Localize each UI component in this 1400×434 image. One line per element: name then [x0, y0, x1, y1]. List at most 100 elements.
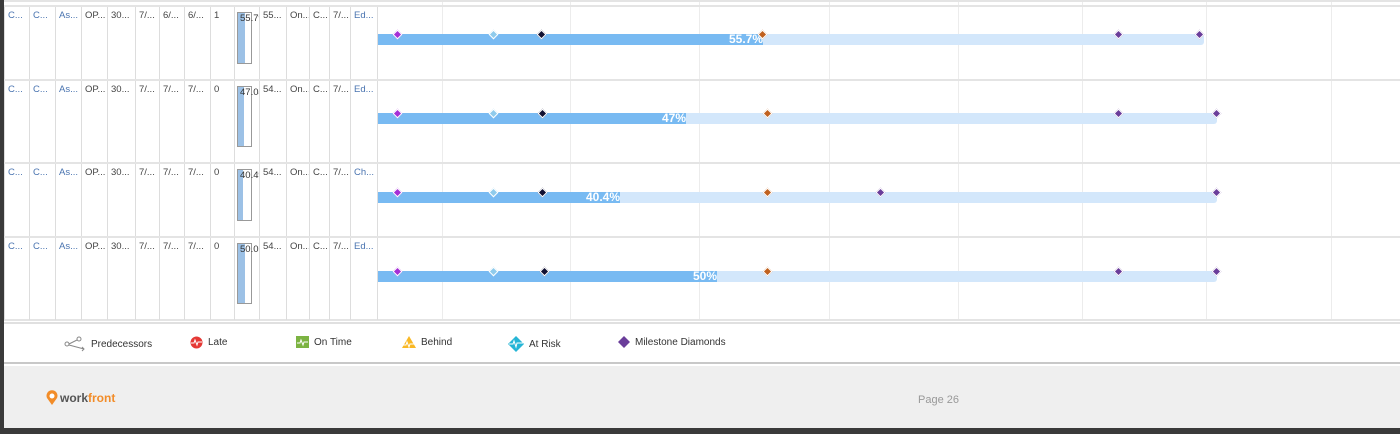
row-divider: [4, 162, 1400, 164]
table-cell: 7/...: [185, 164, 211, 236]
legend-label: On Time: [314, 336, 352, 348]
progress-cell: 50.03%: [235, 238, 260, 320]
legend-label: Predecessors: [91, 338, 153, 350]
at-risk-icon: [508, 336, 524, 352]
row-divider: [4, 236, 1400, 238]
progress-text: 47.04%: [240, 87, 259, 98]
table-cell: OP...: [82, 81, 108, 162]
table-cell[interactable]: C...: [4, 164, 30, 236]
timeline-gridline: [570, 0, 571, 320]
table-cell: 55...: [260, 7, 287, 79]
on-time-icon: [296, 336, 309, 348]
table-cell: 7/...: [136, 7, 160, 79]
table-cell: 0: [211, 81, 235, 162]
table-cell[interactable]: C...: [4, 238, 30, 320]
page-number: Page 26: [918, 394, 959, 406]
legend-label: At Risk: [529, 338, 561, 350]
progress-text: 55.7%: [240, 13, 259, 24]
table-cell[interactable]: C...: [4, 7, 30, 79]
gantt-percent-label: 55.7%: [728, 32, 763, 46]
legend-item: Milestone Diamonds: [618, 336, 726, 348]
predecessors-icon: [64, 336, 86, 352]
gantt-bar[interactable]: 40.4%: [378, 190, 1217, 204]
gantt-progress-fill: [378, 271, 717, 282]
legend-item: On Time: [296, 336, 352, 348]
timeline-gridline: [958, 0, 959, 320]
progress-text: 50.03%: [240, 244, 259, 255]
timeline-gridline: [442, 0, 443, 320]
table-cell: 0: [211, 164, 235, 236]
table-cell: On...: [287, 238, 310, 320]
gantt-bar[interactable]: 50%: [378, 269, 1217, 283]
table-cell: 7/...: [330, 164, 351, 236]
table-cell[interactable]: C...: [4, 81, 30, 162]
table-cell: 30...: [108, 164, 136, 236]
timeline-gridline: [699, 0, 700, 320]
table-cell[interactable]: C...: [30, 238, 56, 320]
table-cell[interactable]: As...: [56, 238, 82, 320]
gantt-bar[interactable]: 47%: [378, 111, 1217, 125]
progress-bar: 50.03%: [237, 243, 259, 304]
table-cell: 30...: [108, 238, 136, 320]
progress-bar: 40.4%: [237, 169, 259, 221]
gantt-percent-label: 40.4%: [585, 190, 620, 204]
legend-item: Late: [190, 336, 227, 349]
progress-text: 40.4%: [240, 170, 259, 181]
table-cell[interactable]: C...: [30, 7, 56, 79]
timeline-gridline: [1331, 0, 1332, 320]
late-icon: [190, 336, 203, 349]
gantt-progress-fill: [378, 113, 686, 124]
table-cell: 54...: [260, 81, 287, 162]
gantt-progress-fill: [378, 192, 620, 203]
table-cell: 6/...: [160, 7, 185, 79]
legend-label: Late: [208, 337, 228, 348]
table-cell[interactable]: Ed...: [351, 81, 378, 162]
progress-cell: 40.4%: [235, 164, 260, 236]
row-divider: [4, 5, 1400, 7]
table-cell: On...: [287, 81, 310, 162]
table-cell[interactable]: Ed...: [351, 7, 378, 79]
progress-cell: 55.7%: [235, 7, 260, 79]
table-cell: 7/...: [136, 238, 160, 320]
legend: Predecessors Late On Time Behind At Risk Mile…: [4, 322, 1400, 364]
table-cell: 54...: [260, 238, 287, 320]
table-cell: C...: [310, 81, 330, 162]
table-cell[interactable]: Ch...: [351, 164, 378, 236]
table-cell: OP...: [82, 238, 108, 320]
table-cell: 7/...: [160, 164, 185, 236]
table-cell[interactable]: As...: [56, 164, 82, 236]
table-cell[interactable]: C...: [30, 164, 56, 236]
table-cell: 7/...: [136, 164, 160, 236]
table-cell: 7/...: [185, 238, 211, 320]
table-cell[interactable]: Ed...: [351, 238, 378, 320]
timeline-gridline: [1082, 0, 1083, 320]
table-cell: 7/...: [330, 81, 351, 162]
progress-bar: 55.7%: [237, 12, 259, 64]
row-divider: [4, 79, 1400, 81]
gantt-percent-label: 50%: [692, 269, 717, 283]
table-cell: 0: [211, 238, 235, 320]
table-cell: C...: [310, 238, 330, 320]
report-page: C... C... As... OP... 30... 7/... 6/... 6/... 1 5…: [4, 0, 1400, 428]
progress-bar: 47.04%: [237, 86, 259, 147]
table-cell: OP...: [82, 164, 108, 236]
table-cell: C...: [310, 164, 330, 236]
table-cell: 54...: [260, 164, 287, 236]
table-cell: 7/...: [160, 238, 185, 320]
gantt-bar[interactable]: 55.7%: [378, 32, 1204, 46]
gantt-percent-label: 47%: [661, 111, 686, 125]
table-cell: 7/...: [330, 7, 351, 79]
table-cell: 30...: [108, 81, 136, 162]
row-divider: [4, 319, 1400, 321]
legend-item: At Risk: [508, 336, 561, 352]
footer: workfront Page 26: [4, 366, 1400, 428]
table-cell[interactable]: C...: [30, 81, 56, 162]
table-cell: 6/...: [185, 7, 211, 79]
timeline-gridline: [829, 0, 830, 320]
table-cell: OP...: [82, 7, 108, 79]
table-cell[interactable]: As...: [56, 81, 82, 162]
table-cell: C...: [310, 7, 330, 79]
table-cell: 7/...: [160, 81, 185, 162]
table-cell[interactable]: As...: [56, 7, 82, 79]
table-cell: On...: [287, 164, 310, 236]
